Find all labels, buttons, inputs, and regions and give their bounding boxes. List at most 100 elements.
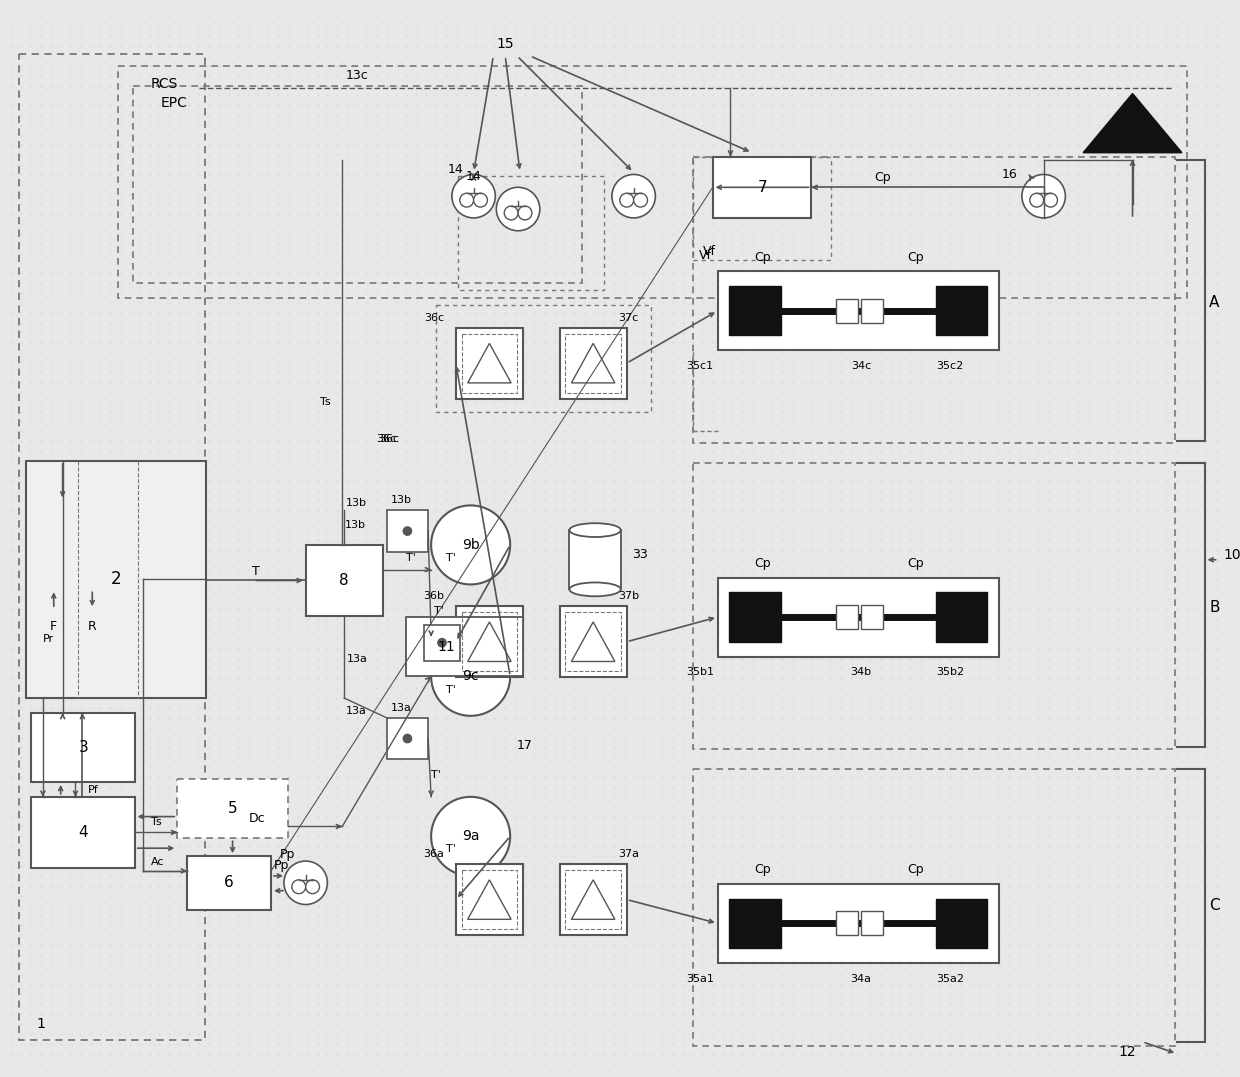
Bar [565, 612, 621, 671]
Text: Pr: Pr [43, 633, 55, 644]
Text: R: R [88, 620, 97, 633]
Text: 35a2: 35a2 [936, 974, 963, 983]
Text: 2: 2 [110, 571, 122, 588]
Bar [19, 54, 205, 1040]
Text: 13a: 13a [391, 703, 412, 713]
Bar [456, 327, 523, 398]
Bar [387, 717, 428, 759]
Text: 6: 6 [223, 876, 233, 891]
Text: 5: 5 [228, 801, 237, 816]
Circle shape [474, 193, 487, 207]
Text: 13a: 13a [346, 705, 367, 716]
Bar [458, 177, 604, 290]
Bar [461, 334, 517, 393]
Bar [729, 286, 781, 335]
Text: 36b: 36b [423, 591, 444, 601]
Circle shape [460, 193, 474, 207]
Text: 11: 11 [436, 640, 455, 654]
Text: 36c: 36c [377, 434, 397, 444]
Text: Ts: Ts [151, 816, 161, 826]
Bar [718, 271, 999, 350]
Circle shape [432, 505, 510, 585]
Ellipse shape [569, 523, 621, 537]
Bar [693, 156, 1176, 443]
Text: 13b: 13b [345, 520, 366, 530]
Text: 13b: 13b [346, 499, 367, 508]
Text: T': T' [434, 606, 444, 616]
Circle shape [1029, 193, 1044, 207]
Text: Cp: Cp [754, 251, 770, 264]
Text: 10: 10 [1224, 548, 1240, 562]
Text: A: A [1209, 295, 1220, 310]
Circle shape [393, 517, 422, 545]
Bar [729, 898, 781, 948]
Bar [861, 299, 883, 323]
Bar [306, 545, 383, 616]
Text: 9b: 9b [461, 537, 480, 551]
Bar [456, 864, 523, 935]
Text: 16: 16 [1001, 168, 1017, 181]
Bar [31, 713, 135, 782]
Bar [559, 327, 626, 398]
Text: T': T' [446, 844, 456, 854]
Text: 14: 14 [448, 163, 464, 176]
Text: 13a: 13a [347, 654, 368, 663]
Text: 13b: 13b [391, 495, 412, 505]
Circle shape [1022, 174, 1065, 218]
Text: Cp: Cp [754, 557, 770, 570]
Text: 12: 12 [1118, 1045, 1136, 1059]
Circle shape [291, 880, 306, 894]
Text: 1: 1 [36, 1017, 46, 1031]
Bar [693, 769, 1176, 1046]
Bar [936, 592, 987, 642]
Text: 35b1: 35b1 [686, 668, 714, 677]
Circle shape [306, 880, 320, 894]
Circle shape [393, 725, 422, 753]
Bar [693, 156, 831, 261]
Circle shape [432, 797, 510, 876]
Ellipse shape [569, 583, 621, 597]
Text: 3: 3 [78, 740, 88, 755]
Text: T': T' [446, 553, 456, 563]
Text: 17: 17 [517, 739, 533, 752]
Bar [565, 870, 621, 929]
Text: T: T [253, 565, 260, 578]
Bar [936, 898, 987, 948]
Polygon shape [1084, 94, 1182, 153]
Text: 7: 7 [758, 180, 766, 195]
Circle shape [432, 637, 510, 716]
Text: 4: 4 [78, 825, 88, 840]
Bar [569, 530, 621, 589]
Bar [861, 605, 883, 629]
Text: 34b: 34b [851, 668, 872, 677]
Text: 36c: 36c [379, 434, 399, 444]
Circle shape [611, 174, 656, 218]
Bar [936, 286, 987, 335]
Text: T': T' [432, 770, 441, 780]
Bar [836, 605, 858, 629]
Text: 13c: 13c [346, 69, 368, 82]
Bar [559, 606, 626, 677]
Circle shape [403, 527, 412, 535]
Text: 34a: 34a [851, 974, 872, 983]
Text: 35a1: 35a1 [686, 974, 714, 983]
Text: Ts: Ts [320, 396, 330, 407]
Bar [26, 461, 206, 698]
Text: Vf: Vf [703, 244, 715, 258]
Text: Pp: Pp [280, 848, 295, 861]
Text: 9c: 9c [463, 669, 479, 683]
Text: 33: 33 [631, 548, 647, 561]
Bar [436, 305, 651, 411]
Text: T': T' [407, 553, 417, 563]
Text: C: C [1209, 898, 1220, 913]
Circle shape [403, 735, 412, 742]
Circle shape [496, 187, 539, 230]
Text: 15: 15 [496, 37, 515, 51]
Bar [559, 864, 626, 935]
Bar [133, 85, 583, 283]
Bar [177, 779, 288, 838]
Bar [713, 156, 811, 218]
Bar [836, 911, 858, 935]
Text: Pp: Pp [273, 859, 289, 872]
Bar [729, 592, 781, 642]
